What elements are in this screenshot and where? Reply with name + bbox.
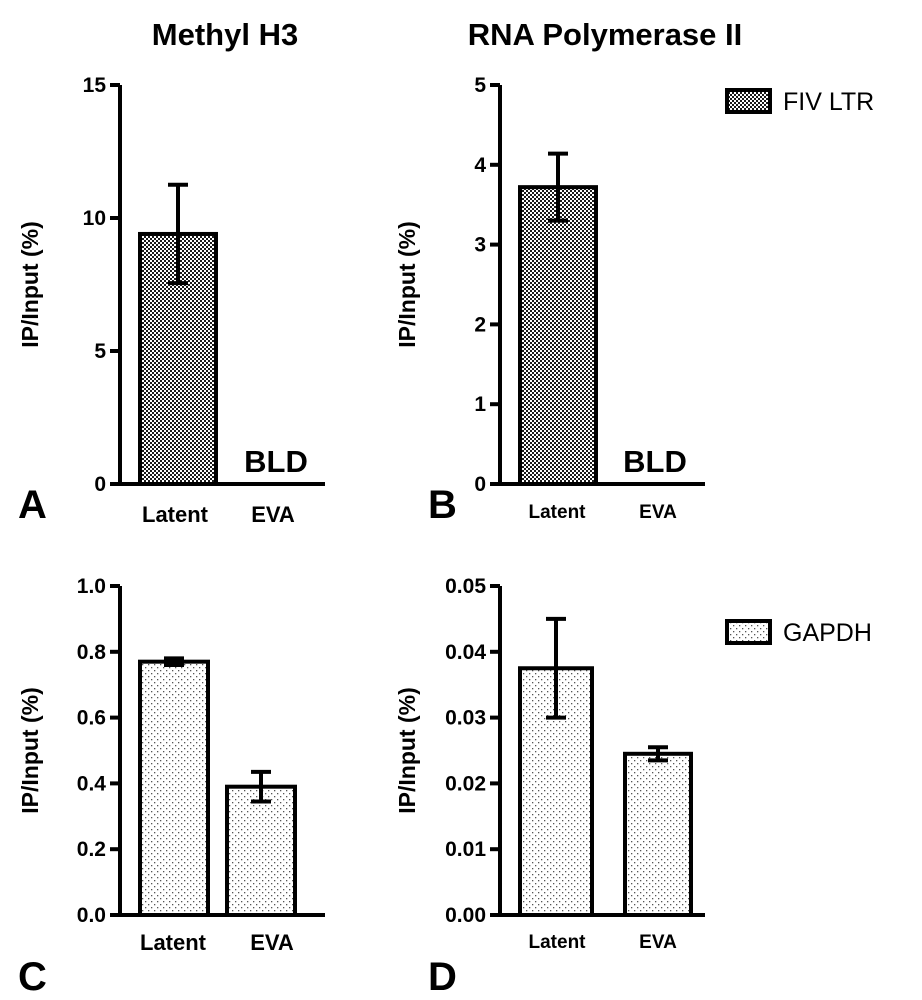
x-category-label-eva: EVA (639, 502, 677, 523)
x-category-label-latent: Latent (529, 502, 587, 523)
y-tick-label: 0 (94, 473, 106, 496)
y-tick-label: 0.02 (445, 772, 486, 795)
x-category-label-eva: EVA (251, 502, 295, 527)
y-axis-title: IP/Input (%) (17, 687, 43, 813)
legend-swatch-dots (725, 619, 772, 645)
legend-item-gapdh: GAPDH (725, 619, 872, 647)
y-tick-label: 3 (474, 234, 486, 257)
x-category-label-eva: EVA (639, 932, 677, 953)
panel-letter-d: D (428, 955, 457, 999)
legend-label-fiv-ltr: FIV LTR (783, 88, 874, 116)
panel-a-methyl-h3-fiv-ltr: 0 5 10 15 Latent EVA IP/Input (%) BLD A (17, 74, 325, 527)
column-title-rna-polymerase-ii: RNA Polymerase II (468, 17, 743, 52)
y-tick-label: 0.6 (77, 707, 106, 730)
y-tick-label: 1.0 (77, 575, 106, 598)
y-axis-title: IP/Input (%) (17, 221, 43, 347)
error-bar-latent (168, 182, 188, 286)
legend-label-gapdh: GAPDH (783, 619, 872, 647)
panel-d-rna-pol-ii-gapdh: 0.00 0.01 0.02 0.03 0.04 0.05 Latent EVA IP/Inpu… (394, 575, 705, 999)
bar-eva (225, 784, 297, 917)
y-tick-label: 2 (474, 313, 486, 336)
y-tick-label: 5 (94, 340, 106, 363)
panel-letter-b: B (428, 483, 457, 527)
error-bar-latent (548, 151, 568, 223)
y-tick-label: 0.05 (445, 575, 486, 598)
x-category-label-latent: Latent (142, 502, 209, 527)
legend-item-fiv-ltr: FIV LTR (725, 88, 874, 116)
annotation-bld: BLD (244, 444, 308, 479)
x-category-label-latent: Latent (529, 932, 587, 953)
y-tick-label: 0.01 (445, 838, 486, 861)
y-tick-label: 0.04 (445, 641, 486, 664)
panel-letter-c: C (18, 955, 47, 999)
x-category-label-eva: EVA (250, 930, 294, 955)
bar-eva (623, 751, 693, 917)
y-tick-label: 4 (474, 154, 486, 177)
y-tick-label: 0.2 (77, 838, 106, 861)
y-tick-label: 1 (474, 393, 486, 416)
error-bar-eva (648, 745, 668, 763)
y-axis-title: IP/Input (%) (394, 221, 420, 347)
y-tick-label: 0.03 (445, 707, 486, 730)
panel-letter-a: A (18, 483, 47, 527)
y-tick-label: 0.4 (77, 772, 107, 795)
error-bar-latent (164, 656, 184, 667)
y-tick-label: 0 (474, 473, 486, 496)
error-bar-eva (251, 769, 271, 804)
panel-c-methyl-h3-gapdh: 0.0 0.2 0.4 0.6 0.8 1.0 Latent EVA IP/Input (%) C (17, 575, 325, 999)
y-tick-label: 0.00 (445, 904, 486, 927)
legend-swatch-checker (725, 88, 772, 114)
y-tick-label: 15 (83, 74, 107, 97)
bar-latent (138, 659, 210, 917)
y-tick-label: 0.8 (77, 641, 107, 664)
column-title-methyl-h3: Methyl H3 (152, 17, 298, 52)
error-bar-latent (546, 616, 566, 720)
y-axis-title: IP/Input (%) (394, 687, 420, 813)
y-tick-label: 0.0 (77, 904, 106, 927)
x-category-label-latent: Latent (140, 930, 207, 955)
bar-latent (518, 185, 598, 486)
annotation-bld: BLD (623, 444, 687, 479)
panel-b-rna-pol-ii-fiv-ltr: 0 1 2 3 4 5 Latent EVA IP/Input (%) BLD B (394, 74, 705, 527)
y-tick-label: 10 (83, 207, 106, 230)
y-tick-label: 5 (474, 74, 486, 97)
